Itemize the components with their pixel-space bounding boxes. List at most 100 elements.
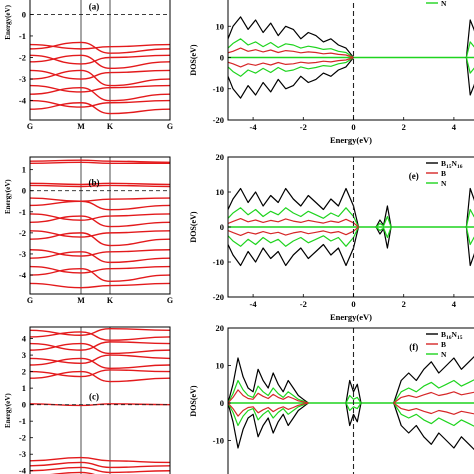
band-line — [30, 265, 170, 274]
y-axis-title: Energy(eV) — [4, 179, 12, 214]
y-tick-label: -3 — [19, 449, 26, 459]
dos-line-total — [375, 205, 392, 228]
band-line — [30, 461, 170, 469]
band-line — [30, 197, 170, 202]
dos-line-n — [465, 208, 474, 228]
y-tick-label: 0 — [220, 222, 224, 232]
band-line — [30, 84, 170, 93]
y-tick-label: 10 — [216, 21, 225, 31]
dos-line-n — [228, 379, 309, 404]
y-tick-label: -4 — [19, 466, 27, 474]
y-tick-label: 2 — [22, 367, 26, 377]
x-tick-label: 4 — [452, 299, 457, 309]
dos-line-total — [465, 226, 474, 267]
dos-line-n — [375, 226, 392, 239]
dos-line-b — [228, 218, 359, 228]
panel-frame — [227, 327, 474, 474]
legend-text-part: B — [441, 340, 446, 349]
legend-text-part: B — [441, 159, 446, 168]
band-line — [30, 213, 170, 221]
legend-text-part: N — [452, 159, 458, 168]
kpoint-label: G — [27, 296, 33, 305]
y-tick-label: -2 — [19, 53, 26, 63]
dos-line-total — [393, 355, 474, 404]
dos-line-total — [465, 19, 474, 58]
legend-text-part: 15 — [446, 164, 452, 170]
y-tick-label: -2 — [19, 228, 26, 238]
band-line — [30, 370, 170, 383]
dos-line-n — [228, 38, 354, 58]
panel-label: (f) — [409, 342, 418, 352]
dos-line-b — [228, 56, 354, 68]
y-axis-title: DOS(eV) — [189, 211, 198, 242]
band-line — [30, 230, 170, 238]
x-tick-label: 0 — [351, 122, 355, 132]
x-tick-label: 0 — [351, 299, 355, 309]
dos-line-total — [228, 187, 360, 228]
dos-line-b — [228, 402, 309, 417]
band-line — [30, 99, 170, 108]
band-line — [30, 86, 170, 102]
legend-label: B16N15 — [441, 330, 463, 341]
dos-line-n — [228, 226, 360, 247]
band-line — [30, 342, 170, 355]
legend-text-part: N — [441, 179, 447, 188]
band-line — [30, 456, 170, 464]
band-line — [30, 54, 170, 69]
legend-label: N — [441, 179, 447, 188]
y-tick-label: 0 — [22, 400, 26, 410]
band-line — [30, 200, 170, 211]
dos-series-group — [228, 355, 474, 451]
kpoint-label: M — [77, 296, 85, 305]
dos-line-total — [465, 187, 474, 228]
panel-frame — [29, 156, 171, 295]
y-tick-label: -1 — [19, 416, 26, 426]
y-tick-label: -1 — [19, 31, 26, 41]
panel-label: (a) — [89, 1, 100, 11]
dos-line-n — [345, 402, 362, 412]
y-tick-label: -2 — [19, 433, 26, 443]
band-line — [30, 282, 170, 289]
band-line — [30, 69, 170, 80]
y-tick-label: -10 — [213, 84, 224, 94]
y-tick-label: 0 — [22, 186, 26, 196]
bands-group — [30, 159, 170, 289]
y-tick-label: 1 — [22, 383, 26, 393]
band-panel-b: 1 0 -1 -2 -3 -4 G M K G (b) Energy(eV) — [4, 156, 173, 305]
y-tick-label: 20 — [216, 152, 225, 162]
legend-label: B — [441, 169, 446, 178]
kpoint-label: G — [27, 122, 33, 131]
legend-text-part: N — [452, 330, 458, 339]
y-tick-label: 10 — [216, 187, 225, 197]
kpoint-label: K — [107, 122, 114, 131]
kpoint-label: M — [77, 122, 85, 131]
band-panel-a: 0 -1 -2 -3 -4 G M K G (a) Energy(eV) — [4, 0, 173, 131]
y-axis-title: DOS(eV) — [189, 44, 198, 75]
band-line — [30, 249, 170, 257]
band-line — [30, 354, 170, 365]
dos-line-total — [228, 226, 360, 267]
dos-line-total — [345, 402, 362, 427]
band-line — [30, 232, 170, 247]
band-line — [30, 184, 170, 188]
y-tick-label: 1 — [22, 165, 26, 175]
legend-label: B15N16 — [441, 159, 463, 170]
band-line — [30, 215, 170, 228]
dos-line-n — [228, 57, 354, 77]
y-tick-label: -4 — [19, 96, 27, 106]
legend-text-part: 16 — [457, 164, 463, 170]
y-axis-title: DOS(eV) — [189, 385, 198, 416]
dos-line-n — [228, 207, 360, 228]
y-tick-label: -3 — [19, 249, 26, 259]
y-tick-label: -10 — [213, 257, 224, 267]
panel-label: (e) — [409, 171, 419, 181]
x-tick-label: 4 — [452, 122, 457, 132]
y-tick-label: 10 — [216, 361, 225, 371]
legend-label: N — [441, 0, 447, 8]
dos-line-b — [228, 389, 309, 404]
band-panel-c: 4 3 2 1 0 -1 -2 -3 -4 (c) Energy(eV) — [4, 326, 171, 474]
x-axis-title: Energy(eV) — [330, 135, 372, 145]
band-line — [30, 357, 170, 370]
